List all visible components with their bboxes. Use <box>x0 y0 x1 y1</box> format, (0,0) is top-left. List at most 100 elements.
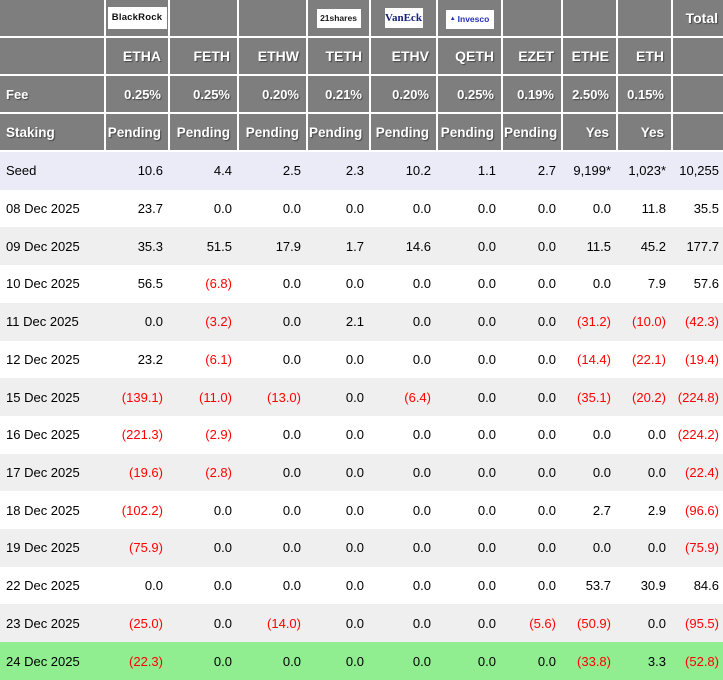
seed-value-cell: 1,023* <box>618 152 673 190</box>
flow-cell: 35.3 <box>106 227 170 266</box>
seed-value-cell: 2.5 <box>239 152 308 190</box>
flow-cell: 0.0 <box>563 529 618 567</box>
issuer-logo-cell <box>618 0 673 38</box>
flow-cell: 30.9 <box>618 566 673 605</box>
flow-cell: 0.0 <box>438 529 503 567</box>
flow-cell: 0.0 <box>371 566 438 605</box>
flow-cell: 0.0 <box>239 529 308 567</box>
flow-cell: 0.0 <box>308 642 371 680</box>
issuer-logo-cell <box>170 0 239 38</box>
ticker-header-teth: TETH <box>308 38 371 76</box>
flow-row: 19 Dec 2025 (75.9) 0.0 0.0 0.0 0.0 0.0 0.0 0.0 0.… <box>0 529 723 567</box>
flow-row: 12 Dec 2025 23.2 (6.1) 0.0 0.0 0.0 0.0 0.0 (14.4… <box>0 340 723 379</box>
flow-cell: 0.0 <box>308 453 371 492</box>
flow-cell: 23.2 <box>106 340 170 379</box>
staking-row: Staking Pending Pending Pending Pending Pendi… <box>0 114 723 152</box>
date-cell: 22 Dec 2025 <box>0 566 106 605</box>
issuer-logo-cell: VanEck <box>371 0 438 38</box>
21shares-logo: 21shares <box>316 8 361 28</box>
flow-cell: 0.0 <box>106 566 170 605</box>
vaneck-logo: VanEck <box>384 8 423 29</box>
flow-cell: (13.0) <box>239 378 308 416</box>
invesco-logo: ▲ Invesco <box>445 9 494 29</box>
total-cell: (22.4) <box>673 453 723 492</box>
date-cell: 15 Dec 2025 <box>0 378 106 416</box>
date-cell: 23 Dec 2025 <box>0 604 106 643</box>
flow-cell: 0.0 <box>618 415 673 454</box>
corner-cell <box>0 0 106 38</box>
logo-text: VanEck <box>385 11 422 24</box>
total-cell: (42.3) <box>673 302 723 341</box>
seed-value-cell: 2.3 <box>308 152 371 190</box>
flow-cell: 0.0 <box>239 566 308 605</box>
flow-cell: (221.3) <box>106 415 170 454</box>
flow-cell: 0.0 <box>438 189 503 228</box>
issuer-logo-cell <box>563 0 618 38</box>
seed-value-cell: 1.1 <box>438 152 503 190</box>
flow-row: 10 Dec 2025 56.5 (6.8) 0.0 0.0 0.0 0.0 0.0 0.0 7.… <box>0 265 723 303</box>
issuer-logo-cell: 21shares <box>308 0 371 38</box>
flow-cell: 0.0 <box>239 340 308 379</box>
flow-cell: 0.0 <box>239 302 308 341</box>
flow-cell: 0.0 <box>563 415 618 454</box>
flow-cell: 0.0 <box>371 415 438 454</box>
flow-row: 18 Dec 2025 (102.2) 0.0 0.0 0.0 0.0 0.0 0.0 2.7 2… <box>0 491 723 530</box>
staking-cell: Yes <box>618 114 673 152</box>
logo-text: Invesco <box>457 14 490 24</box>
fee-cell: 0.21% <box>308 76 371 114</box>
flow-cell: 0.0 <box>563 265 618 303</box>
flow-cell: 0.0 <box>170 189 239 228</box>
flow-cell: 0.0 <box>438 227 503 266</box>
flow-cell: (5.6) <box>503 604 563 643</box>
fee-row: Fee 0.25% 0.25% 0.20% 0.21% 0.20% 0.25% 0.19% 2.… <box>0 76 723 114</box>
flow-cell: (102.2) <box>106 491 170 530</box>
flow-cell: (14.0) <box>239 604 308 643</box>
flow-cell: (19.6) <box>106 453 170 492</box>
flow-cell: 0.0 <box>618 453 673 492</box>
flow-cell: 0.0 <box>503 227 563 266</box>
total-cell: (224.2) <box>673 415 723 454</box>
date-cell: 12 Dec 2025 <box>0 340 106 379</box>
flow-cell: 0.0 <box>239 491 308 530</box>
flow-cell: (6.1) <box>170 340 239 379</box>
ticker-header-ezet: EZET <box>503 38 563 76</box>
flow-row: 08 Dec 2025 23.7 0.0 0.0 0.0 0.0 0.0 0.0 0.0 11.8… <box>0 189 723 228</box>
date-cell: 08 Dec 2025 <box>0 189 106 228</box>
flow-cell: 0.0 <box>308 604 371 643</box>
ticker-header-ethw: ETHW <box>239 38 308 76</box>
flow-cell: 0.0 <box>239 265 308 303</box>
issuer-logo-cell <box>239 0 308 38</box>
flow-row: 11 Dec 2025 0.0 (3.2) 0.0 2.1 0.0 0.0 0.0 (31.2)… <box>0 302 723 341</box>
flow-cell: 0.0 <box>618 529 673 567</box>
flow-cell: 1.7 <box>308 227 371 266</box>
flow-cell: (31.2) <box>563 302 618 341</box>
total-cell: (75.9) <box>673 529 723 567</box>
total-cell: (224.8) <box>673 378 723 416</box>
seed-value-cell: 2.7 <box>503 152 563 190</box>
seed-value-cell: 9,199* <box>563 152 618 190</box>
flow-cell: 0.0 <box>170 491 239 530</box>
flow-cell: 0.0 <box>239 642 308 680</box>
fee-cell: 0.15% <box>618 76 673 114</box>
flow-cell: 2.7 <box>563 491 618 530</box>
fee-cell: 0.25% <box>438 76 503 114</box>
flow-cell: 7.9 <box>618 265 673 303</box>
flow-cell: 0.0 <box>438 566 503 605</box>
flow-cell: 51.5 <box>170 227 239 266</box>
ticker-row: ETHA FETH ETHW TETH ETHV QETH EZET ETHE ETH <box>0 38 723 76</box>
flow-cell: 0.0 <box>371 265 438 303</box>
flow-cell: (2.8) <box>170 453 239 492</box>
flow-cell: 0.0 <box>371 604 438 643</box>
flow-cell: 0.0 <box>503 491 563 530</box>
flow-cell: 0.0 <box>170 604 239 643</box>
flow-cell: (25.0) <box>106 604 170 643</box>
logo-row: BlackRock 21shares VanEck ▲ Invesco Total <box>0 0 723 38</box>
flow-cell: 0.0 <box>308 415 371 454</box>
flow-cell: 2.9 <box>618 491 673 530</box>
flow-cell: 0.0 <box>170 529 239 567</box>
total-cell: 84.6 <box>673 566 723 605</box>
flow-cell: 14.6 <box>371 227 438 266</box>
total-cell: 57.6 <box>673 265 723 303</box>
flow-cell: 17.9 <box>239 227 308 266</box>
